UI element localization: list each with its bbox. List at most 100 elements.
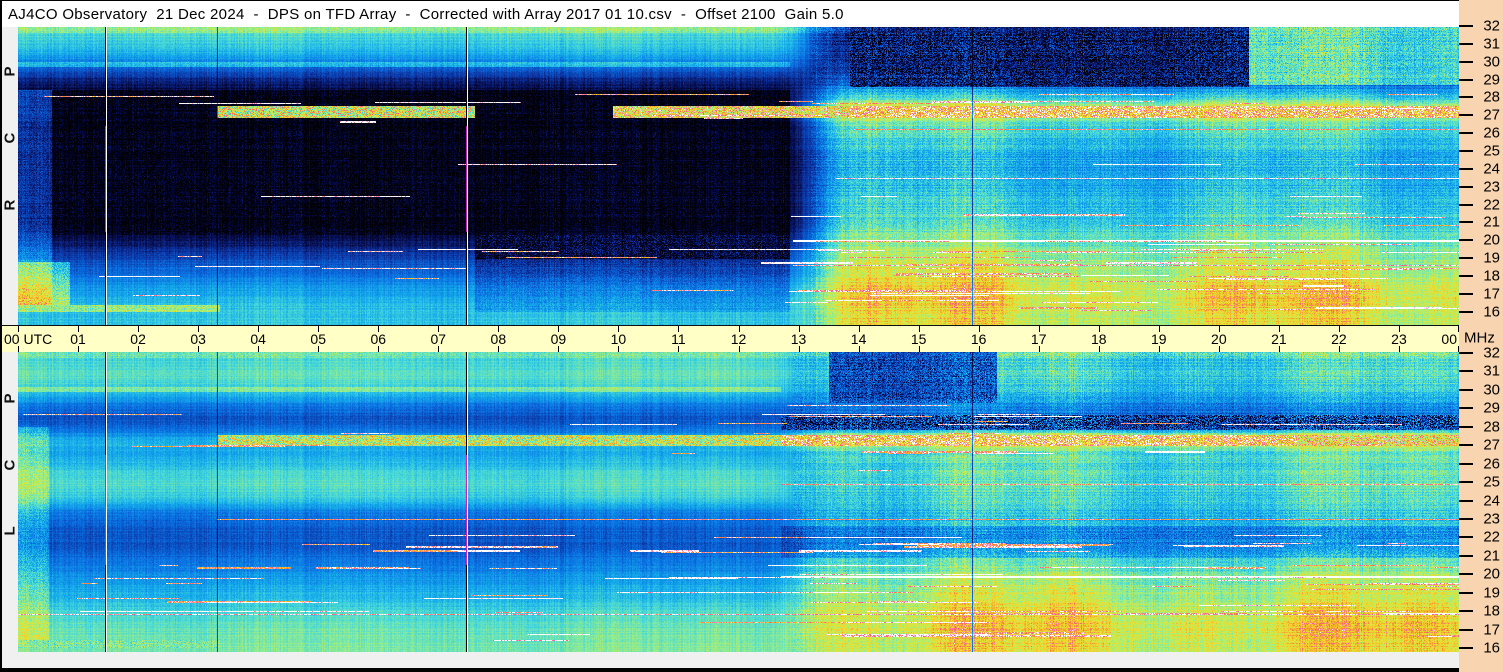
freq-tick-label: 28: [1483, 88, 1500, 106]
freq-tick-label: 19: [1483, 584, 1500, 602]
time-tick: [678, 326, 680, 332]
time-tick: [138, 326, 140, 332]
freq-tick-label: 16: [1483, 639, 1500, 657]
time-tick: [558, 326, 560, 332]
time-tick: [378, 326, 380, 332]
freq-tick: [1459, 292, 1473, 295]
time-tick: [378, 346, 380, 352]
time-tick: [258, 346, 260, 352]
time-axis: 00 UTC 01 02 03 04 05 06 07 08 09 10 11 12 13 14 15 16 17…: [2, 325, 1459, 352]
time-tick: [438, 346, 440, 352]
time-tick-label: 11: [671, 331, 686, 347]
freq-tick-label: 20: [1483, 231, 1500, 249]
freq-tick: [1459, 96, 1473, 99]
time-tick: [1098, 326, 1100, 332]
freq-tick-label: 16: [1483, 303, 1500, 321]
rcp-spectrogram: [18, 27, 1459, 325]
time-tick: [198, 326, 200, 332]
time-tick-label: 04: [250, 331, 266, 347]
freq-tick: [1459, 78, 1473, 81]
freq-tick-label: 20: [1483, 565, 1500, 583]
time-tick-label: 02: [130, 331, 146, 347]
time-tick: [498, 326, 500, 332]
time-tick: [1098, 346, 1100, 352]
time-tick: [198, 346, 200, 352]
freq-tick: [1459, 149, 1473, 152]
time-tick: [1398, 326, 1400, 332]
time-tick: [318, 326, 320, 332]
time-tick: [798, 326, 800, 332]
time-tick: [1398, 346, 1400, 352]
time-tick-label: 22: [1331, 331, 1347, 347]
freq-tick-label: 19: [1483, 249, 1500, 267]
freq-tick-label: 27: [1483, 436, 1500, 454]
time-tick-label: 06: [370, 331, 387, 347]
time-tick: [618, 326, 620, 332]
freq-tick: [1459, 425, 1473, 428]
time-tick-label: 12: [730, 331, 747, 347]
freq-tick-label: 21: [1483, 213, 1500, 231]
time-tick-label: 10: [610, 331, 627, 347]
freq-tick: [1459, 132, 1473, 135]
freq-tick: [1459, 591, 1473, 594]
freq-tick: [1459, 370, 1473, 373]
time-tick: [138, 346, 140, 352]
time-tick-label: 14: [850, 331, 867, 347]
freq-tick: [1459, 60, 1473, 63]
time-tick: [1038, 346, 1040, 352]
time-tick-label: 01: [70, 331, 86, 347]
freq-tick: [1459, 257, 1473, 260]
time-tick: [1158, 346, 1160, 352]
freq-tick: [1459, 274, 1473, 277]
time-tick: [978, 346, 980, 352]
time-tick: [858, 346, 860, 352]
freq-tick: [1459, 462, 1473, 465]
time-tick: [858, 326, 860, 332]
freq-tick: [1459, 203, 1473, 206]
time-tick-label: 15: [910, 331, 927, 347]
time-tick-label: 08: [490, 331, 507, 347]
time-tick: [78, 346, 80, 352]
time-tick: [1218, 346, 1220, 352]
freq-tick: [1459, 444, 1473, 447]
freq-tick: [1459, 536, 1473, 539]
freq-tick-label: 27: [1483, 106, 1500, 124]
time-tick-label: 03: [190, 331, 206, 347]
freq-tick: [1459, 647, 1473, 650]
time-tick: [258, 326, 260, 332]
freq-tick: [1459, 481, 1473, 484]
time-tick: [618, 346, 620, 352]
time-tick: [1458, 346, 1459, 352]
freq-tick: [1459, 185, 1473, 188]
time-tick: [18, 326, 19, 332]
time-tick-label: 20: [1211, 331, 1227, 347]
freq-tick: [1459, 42, 1473, 45]
lcp-spectrogram: [18, 352, 1459, 652]
bottom-margin: [2, 652, 1459, 668]
time-tick-label: 00 UTC: [4, 331, 53, 347]
freq-tick: [1459, 610, 1473, 613]
time-tick-label: 23: [1391, 331, 1407, 347]
freq-tick-label: 26: [1483, 455, 1500, 473]
freq-tick: [1459, 388, 1473, 391]
freq-tick: [1459, 573, 1473, 576]
freq-tick-label: 23: [1483, 510, 1500, 528]
mhz-unit-label: MHz: [1464, 329, 1495, 347]
time-tick: [1278, 346, 1280, 352]
freq-tick: [1459, 25, 1473, 27]
time-tick-label: 19: [1150, 331, 1167, 347]
time-tick-label: 18: [1090, 331, 1107, 347]
freq-tick-label: 31: [1483, 35, 1500, 53]
time-tick: [738, 326, 740, 332]
time-tick-label: 09: [550, 331, 567, 347]
freq-tick: [1459, 239, 1473, 242]
time-tick: [1218, 326, 1220, 332]
freq-tick-label: 32: [1483, 17, 1500, 35]
freq-tick-label: 17: [1483, 285, 1500, 303]
time-tick: [18, 346, 19, 352]
time-tick: [1338, 326, 1340, 332]
freq-tick-label: 28: [1483, 418, 1500, 436]
time-tick: [1458, 326, 1459, 332]
freq-tick-label: 29: [1483, 399, 1500, 417]
freq-tick-label: 24: [1483, 160, 1500, 178]
